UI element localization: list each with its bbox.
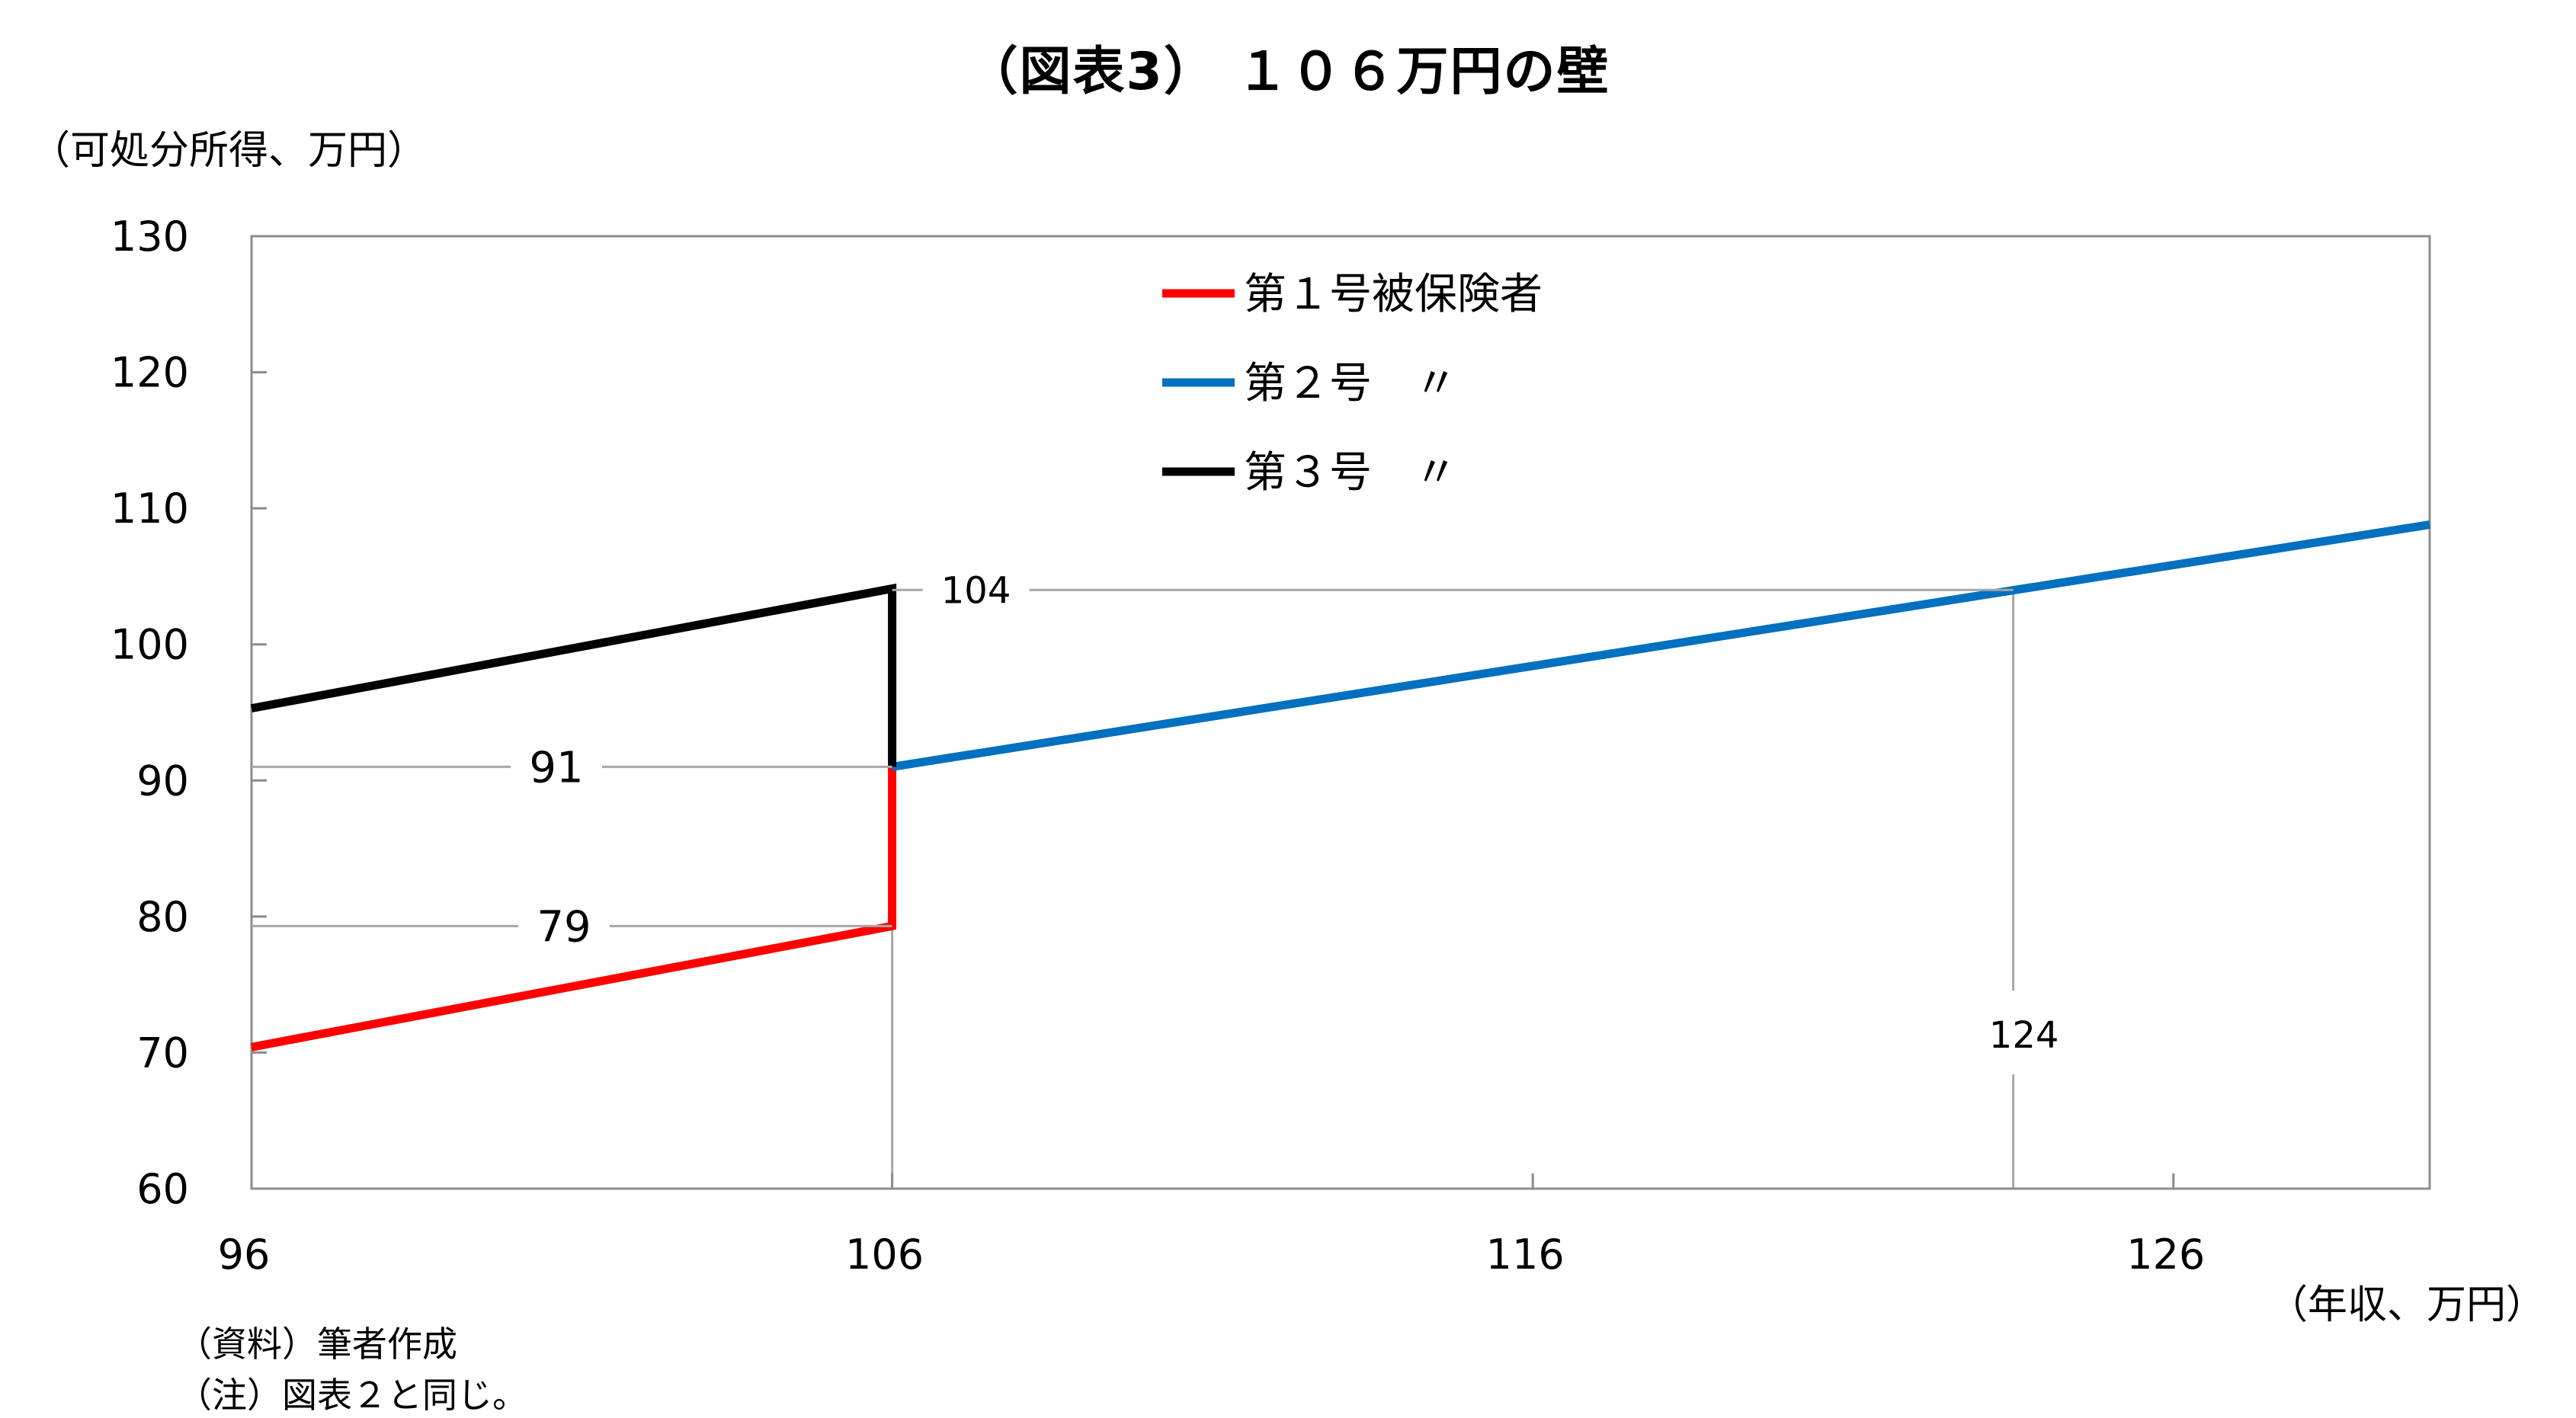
legend-label-1: 第１号被保険者 [1244,270,1543,319]
y-tick-label: 90 [136,757,189,805]
y-tick-label: 130 [111,213,189,261]
x-tick-label: 126 [2126,1231,2205,1279]
y-axis-label: （可処分所得、万円） [30,128,428,174]
data-label-79: 79 [537,902,591,952]
label-gap-124 [2008,991,2018,1074]
x-axis-label: （年収、万円） [2267,1282,2546,1328]
y-tick-label: 60 [136,1165,189,1213]
series-line-3 [250,583,897,767]
source-note: （資料）筆者作成 [177,1324,457,1365]
y-tick-label: 100 [111,621,189,669]
x-tick-label: 96 [218,1231,271,1279]
series-line-2 [891,520,2430,771]
y-tick-label: 110 [111,485,189,533]
y-tick-label: 120 [111,349,189,397]
x-tick-label: 116 [1486,1231,1565,1279]
data-label-91: 91 [529,743,583,792]
legend-label-2: 第２号 〃 [1244,359,1457,408]
footnote: （注）図表２と同じ。 [177,1375,527,1416]
x-tick-label: 106 [845,1231,924,1279]
data-label-104: 104 [941,569,1011,612]
plot-frame [250,235,2431,1190]
y-tick-label: 80 [136,893,189,941]
chart-title: （図表3） １０６万円の壁 [966,42,1610,102]
axis-ticks-layer: 60 70 80 90 100 110 120 130 96 106 116 126 [111,213,2205,1279]
annotations-layer: 104 91 79 124 [252,569,2059,1074]
y-tick-label: 70 [136,1029,189,1077]
data-label-124: 124 [1989,1014,2059,1057]
legend-label-3: 第３号 〃 [1244,448,1457,498]
